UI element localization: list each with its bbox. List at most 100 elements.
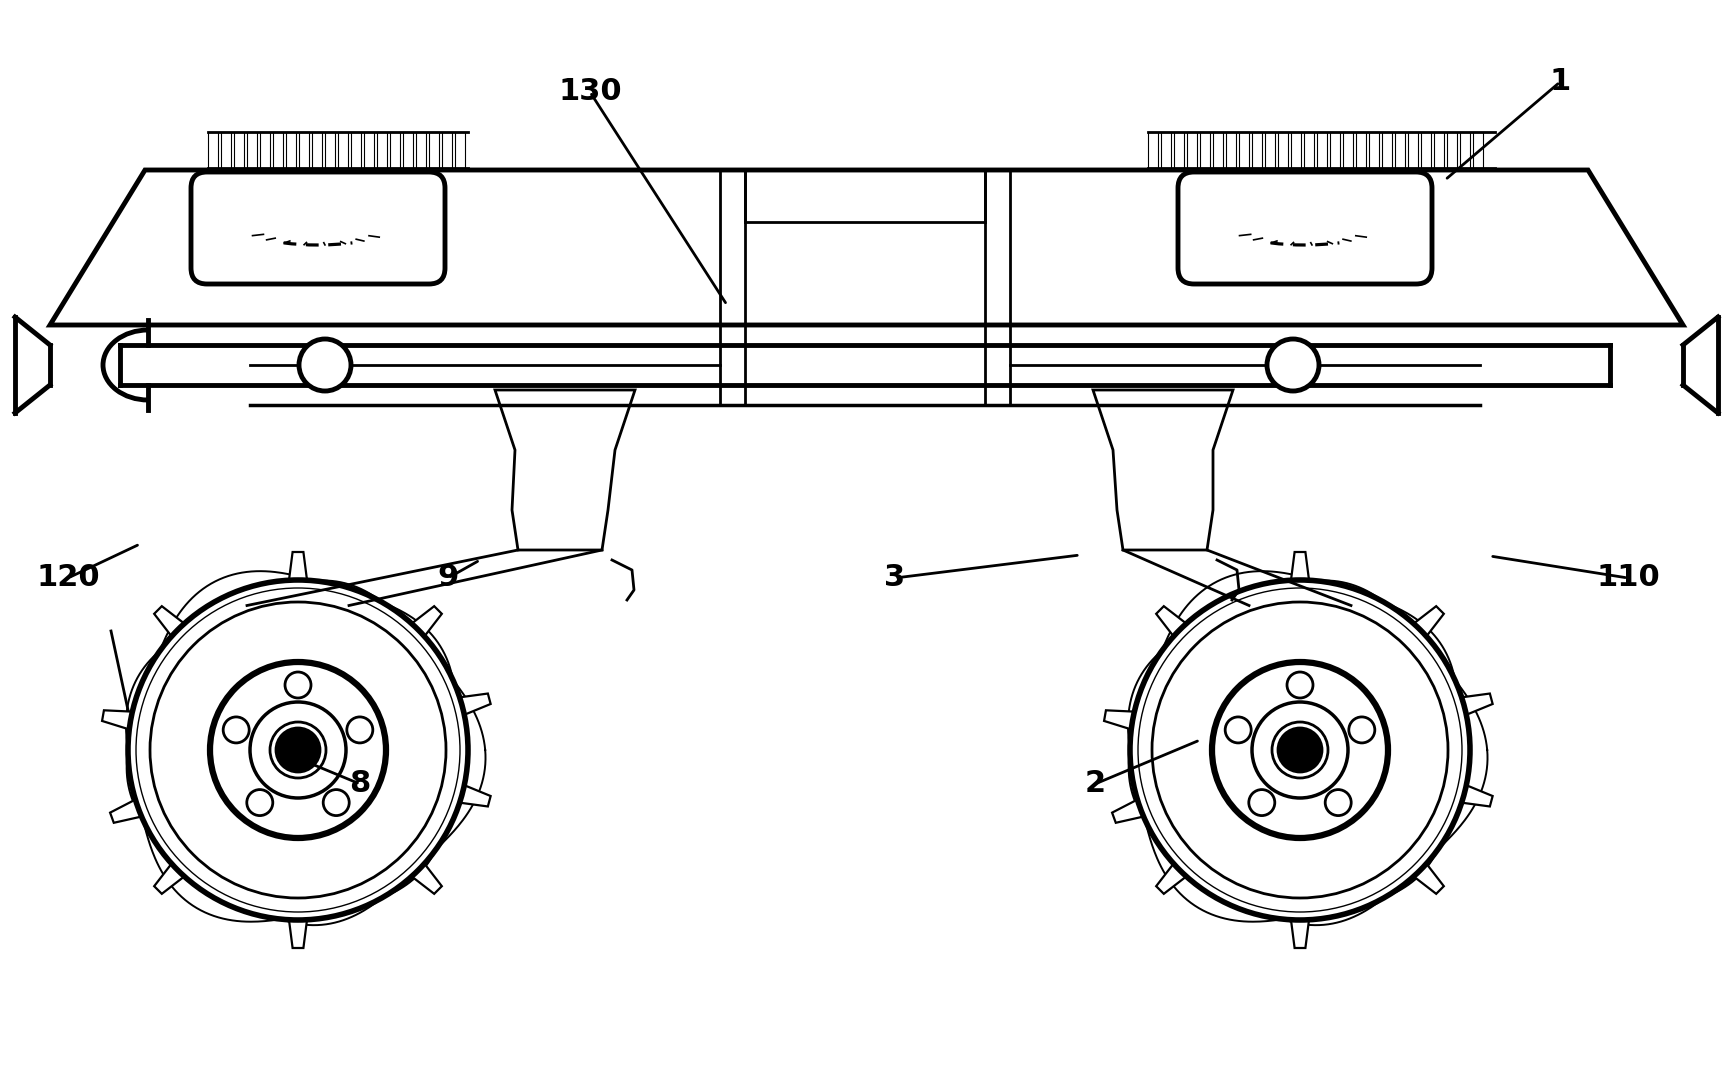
Circle shape: [347, 717, 373, 743]
Bar: [1422, 132, 1430, 168]
Bar: [1213, 132, 1222, 168]
Text: 9: 9: [437, 564, 458, 593]
Polygon shape: [102, 711, 132, 729]
Circle shape: [1248, 789, 1274, 815]
Bar: [377, 132, 387, 168]
Polygon shape: [460, 785, 491, 807]
Bar: [1292, 132, 1300, 168]
Bar: [312, 132, 321, 168]
Bar: [247, 132, 257, 168]
Bar: [417, 132, 425, 168]
Polygon shape: [411, 606, 443, 636]
Bar: [260, 132, 271, 168]
Bar: [1448, 132, 1457, 168]
Text: 1: 1: [1549, 67, 1571, 96]
Polygon shape: [1292, 920, 1309, 948]
Bar: [391, 132, 399, 168]
Bar: [351, 132, 361, 168]
Polygon shape: [1413, 864, 1444, 894]
Circle shape: [128, 580, 469, 920]
Bar: [1174, 132, 1184, 168]
Polygon shape: [50, 170, 1682, 325]
Circle shape: [210, 662, 385, 838]
Bar: [208, 132, 219, 168]
Polygon shape: [155, 864, 184, 894]
Bar: [365, 132, 373, 168]
Bar: [1356, 132, 1366, 168]
Circle shape: [323, 789, 349, 815]
Bar: [234, 132, 245, 168]
Circle shape: [1286, 672, 1312, 698]
Circle shape: [1252, 702, 1347, 798]
Bar: [1278, 132, 1288, 168]
Bar: [339, 132, 347, 168]
Polygon shape: [411, 864, 443, 894]
Bar: [220, 132, 231, 168]
Text: 2: 2: [1085, 769, 1106, 798]
Circle shape: [1325, 789, 1351, 815]
Bar: [1382, 132, 1392, 168]
Polygon shape: [1462, 693, 1493, 715]
Circle shape: [271, 723, 326, 778]
Bar: [1304, 132, 1314, 168]
Text: 110: 110: [1595, 564, 1660, 593]
Polygon shape: [460, 693, 491, 715]
Circle shape: [247, 789, 273, 815]
Polygon shape: [1113, 799, 1144, 823]
Bar: [1187, 132, 1198, 168]
Bar: [1266, 132, 1274, 168]
Bar: [273, 132, 283, 168]
Bar: [1252, 132, 1262, 168]
Circle shape: [299, 339, 351, 391]
Bar: [1330, 132, 1340, 168]
Polygon shape: [288, 920, 307, 948]
Polygon shape: [1156, 606, 1186, 636]
Polygon shape: [1104, 711, 1134, 729]
Polygon shape: [155, 606, 184, 636]
Bar: [1226, 132, 1236, 168]
Polygon shape: [109, 799, 141, 823]
Circle shape: [1226, 717, 1252, 743]
Circle shape: [1349, 717, 1375, 743]
Bar: [1161, 132, 1172, 168]
Bar: [1344, 132, 1352, 168]
Bar: [1240, 132, 1248, 168]
Bar: [325, 132, 335, 168]
Bar: [403, 132, 413, 168]
Polygon shape: [495, 390, 635, 550]
Circle shape: [285, 672, 311, 698]
Text: 120: 120: [36, 564, 99, 593]
Circle shape: [1267, 339, 1319, 391]
Circle shape: [276, 728, 319, 772]
Polygon shape: [1292, 552, 1309, 580]
Polygon shape: [1156, 864, 1186, 894]
Bar: [1318, 132, 1326, 168]
Bar: [1396, 132, 1404, 168]
Bar: [1434, 132, 1444, 168]
Text: 8: 8: [349, 769, 370, 798]
Bar: [286, 132, 297, 168]
Bar: [299, 132, 309, 168]
FancyBboxPatch shape: [1179, 172, 1432, 284]
Polygon shape: [1413, 606, 1444, 636]
Bar: [1200, 132, 1210, 168]
Circle shape: [149, 602, 446, 897]
Circle shape: [1278, 728, 1323, 772]
Bar: [443, 132, 451, 168]
Bar: [1370, 132, 1378, 168]
Circle shape: [1153, 602, 1448, 897]
Bar: [1474, 132, 1483, 168]
Bar: [1408, 132, 1418, 168]
Circle shape: [1212, 662, 1389, 838]
Bar: [429, 132, 439, 168]
Bar: [455, 132, 465, 168]
Text: 130: 130: [559, 78, 621, 107]
Polygon shape: [288, 552, 307, 580]
Polygon shape: [1462, 785, 1493, 807]
Bar: [1460, 132, 1470, 168]
Circle shape: [1272, 723, 1328, 778]
Circle shape: [224, 717, 250, 743]
FancyBboxPatch shape: [191, 172, 444, 284]
Circle shape: [1130, 580, 1470, 920]
Bar: [1147, 132, 1158, 168]
